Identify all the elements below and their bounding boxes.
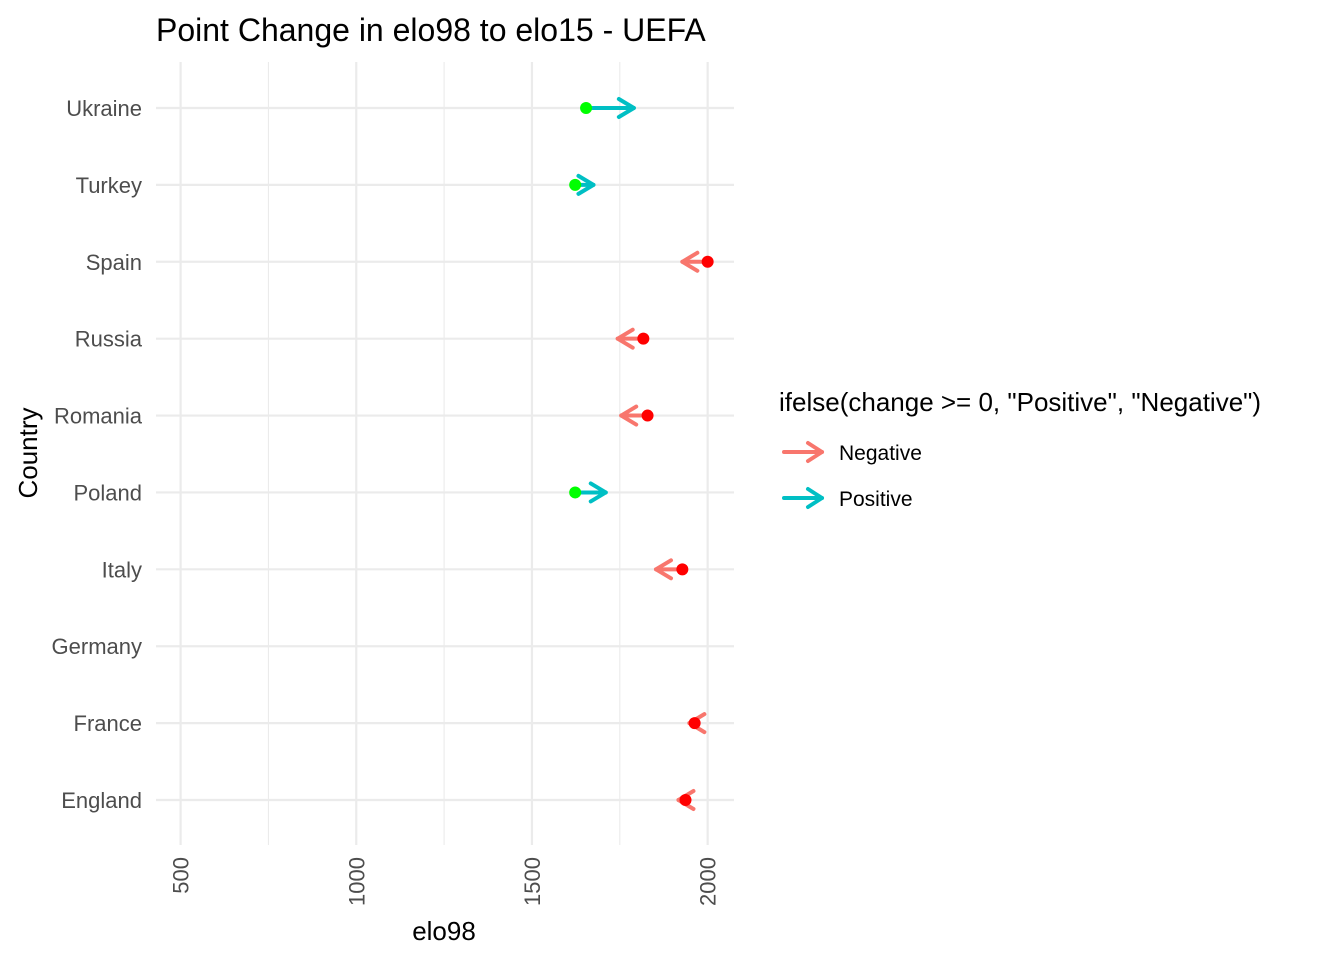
legend-label: Negative bbox=[839, 442, 922, 465]
legend: ifelse(change >= 0, "Positive", "Negativ… bbox=[779, 387, 1261, 511]
legend-keys: Negative Positive bbox=[782, 441, 922, 511]
data-point bbox=[679, 794, 692, 806]
data-point bbox=[569, 486, 582, 499]
y-tick-label: Spain bbox=[86, 250, 142, 275]
arrow-head bbox=[616, 97, 636, 119]
legend-title: ifelse(change >= 0, "Positive", "Negativ… bbox=[779, 387, 1261, 417]
data-point bbox=[569, 178, 582, 191]
y-axis-title: Country bbox=[13, 407, 43, 498]
legend-key-arrowhead bbox=[806, 441, 824, 463]
y-tick-label: Ukraine bbox=[66, 96, 142, 121]
data-point bbox=[688, 717, 701, 730]
x-axis-ticks: 500 1000 1500 2000 bbox=[169, 857, 721, 906]
arrow-head bbox=[615, 327, 635, 350]
y-tick-label: Romania bbox=[54, 404, 143, 429]
y-axis-ticks: England France Germany Italy Poland Romania Ru… bbox=[52, 96, 143, 813]
y-tick-label: Russia bbox=[75, 327, 143, 352]
y-tick-label: England bbox=[61, 788, 142, 813]
plot-marks bbox=[569, 97, 714, 811]
chart-title: Point Change in elo98 to elo15 - UEFA bbox=[156, 12, 706, 48]
y-tick-label: Italy bbox=[102, 557, 142, 582]
x-tick-label: 1000 bbox=[344, 857, 369, 906]
arrow-head bbox=[676, 789, 696, 811]
data-point bbox=[676, 563, 689, 576]
data-point bbox=[701, 255, 714, 268]
arrow-head bbox=[653, 558, 673, 581]
x-tick-label: 500 bbox=[169, 857, 194, 894]
data-point bbox=[641, 409, 654, 422]
y-tick-label: Poland bbox=[73, 480, 142, 505]
arrow-head bbox=[680, 250, 700, 273]
y-tick-label: Germany bbox=[52, 634, 142, 659]
data-point bbox=[580, 102, 593, 114]
y-tick-label: Turkey bbox=[76, 173, 142, 198]
y-tick-label: France bbox=[74, 711, 142, 736]
x-tick-label: 1500 bbox=[520, 857, 545, 906]
legend-key-arrowhead bbox=[806, 487, 824, 509]
x-axis-title: elo98 bbox=[412, 916, 476, 946]
plot-grid bbox=[156, 62, 734, 845]
arrow-head bbox=[588, 481, 608, 504]
data-point bbox=[637, 332, 650, 345]
arrow-head bbox=[619, 404, 639, 427]
x-tick-label: 2000 bbox=[696, 857, 721, 906]
arrow-head bbox=[576, 173, 596, 196]
legend-label: Positive bbox=[839, 488, 913, 511]
